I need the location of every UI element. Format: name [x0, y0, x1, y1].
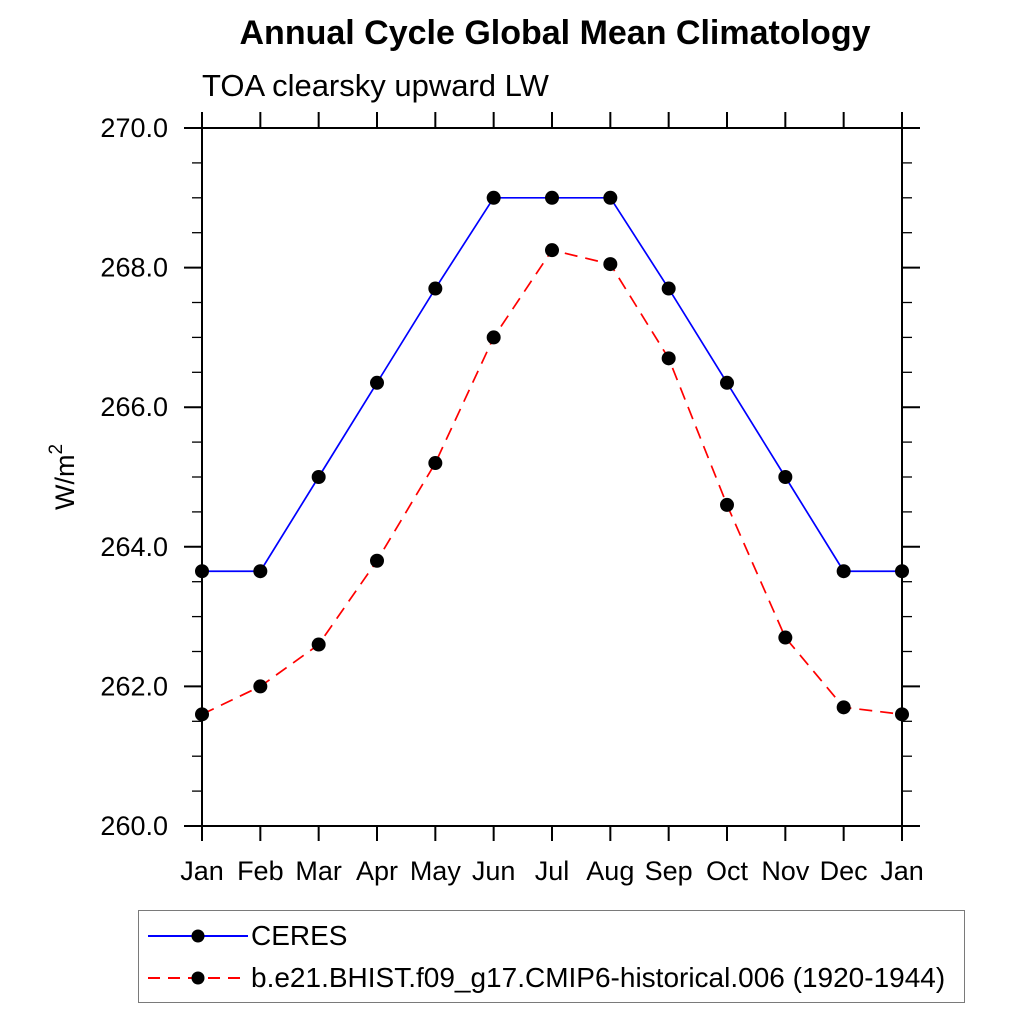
svg-text:Jul: Jul [535, 856, 570, 886]
x-ticks-top [201, 112, 903, 128]
svg-text:Nov: Nov [761, 856, 810, 886]
svg-text:264.0: 264.0 [100, 532, 168, 562]
y-axis-title: W/m2 [46, 444, 80, 510]
x-tick-labels: Jan Feb Mar Apr May Jun Jul Aug Sep Oct Nov Dec Jan [180, 856, 924, 886]
x-ticks-bottom [201, 826, 903, 841]
svg-text:May: May [410, 856, 462, 886]
svg-text:Apr: Apr [356, 856, 398, 886]
svg-text:270.0: 270.0 [100, 113, 168, 143]
legend-item-ceres: CERES [145, 915, 964, 957]
chart-subtitle: TOA clearsky upward LW [202, 68, 549, 103]
svg-text:Dec: Dec [820, 856, 868, 886]
y-tick-labels: 260.0 262.0 264.0 266.0 268.0 270.0 [100, 113, 168, 841]
y-ticks-right [902, 127, 920, 827]
svg-text:Mar: Mar [295, 856, 342, 886]
legend-label-ceres: CERES [251, 919, 348, 951]
svg-text:Feb: Feb [237, 856, 284, 886]
svg-text:268.0: 268.0 [100, 253, 168, 283]
svg-text:W/m2: W/m2 [46, 444, 80, 510]
svg-text:Jan: Jan [880, 856, 924, 886]
chart-title: Annual Cycle Global Mean Climatology [239, 14, 871, 52]
svg-text:Sep: Sep [645, 856, 693, 886]
y-ticks-left [184, 127, 202, 827]
svg-text:Oct: Oct [706, 856, 749, 886]
series-ceres-markers [195, 190, 909, 579]
legend: CERES b.e21.BHIST.f09_g17.CMIP6-historic… [138, 910, 965, 1003]
legend-swatch-ceres-line-icon [148, 929, 248, 942]
svg-text:Jun: Jun [472, 856, 516, 886]
legend-item-model: b.e21.BHIST.f09_g17.CMIP6-historical.006… [145, 957, 964, 999]
series-model-markers [195, 243, 909, 722]
svg-text:Aug: Aug [586, 856, 634, 886]
svg-text:Jan: Jan [180, 856, 224, 886]
svg-text:262.0: 262.0 [100, 671, 168, 701]
svg-text:260.0: 260.0 [100, 811, 168, 841]
series-model-line [201, 249, 903, 716]
legend-label-model: b.e21.BHIST.f09_g17.CMIP6-historical.006… [251, 961, 946, 993]
axis-frame [201, 127, 903, 827]
legend-swatch-model-line-icon [148, 971, 248, 984]
svg-text:266.0: 266.0 [100, 392, 168, 422]
